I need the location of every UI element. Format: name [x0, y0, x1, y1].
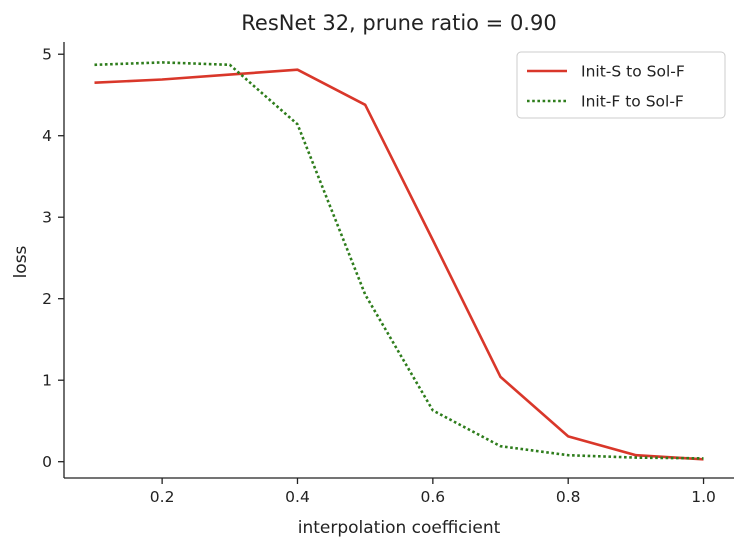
series-line-1 — [94, 68, 704, 461]
x-tick-label: 0.2 — [150, 488, 175, 506]
plot-area — [94, 61, 704, 461]
x-tick-label: 1.0 — [691, 488, 716, 506]
y-tick-label: 3 — [42, 209, 52, 227]
y-tick-label: 4 — [42, 127, 52, 145]
y-tick-label: 1 — [42, 372, 52, 390]
x-tick-label: 0.6 — [421, 488, 446, 506]
axes: 0.2 0.4 0.6 0.8 1.0 0 1 2 3 4 5 — [42, 42, 734, 506]
legend-label-1: Init-S to Sol-F — [581, 63, 685, 81]
legend: Init-S to Sol-F Init-F to Sol-F — [516, 51, 726, 119]
chart-title: ResNet 32, prune ratio = 0.90 — [241, 11, 556, 35]
y-tick-label: 5 — [42, 46, 52, 64]
x-axis-label: interpolation coefficient — [298, 518, 501, 538]
legend-label-2: Init-F to Sol-F — [581, 93, 684, 111]
legend-box — [516, 51, 726, 119]
series-line-2 — [94, 61, 704, 460]
y-axis-label: loss — [11, 245, 31, 278]
y-tick-label: 2 — [42, 290, 52, 308]
x-tick-label: 0.8 — [556, 488, 581, 506]
y-tick-label: 0 — [42, 453, 52, 471]
x-tick-label: 0.4 — [285, 488, 310, 506]
